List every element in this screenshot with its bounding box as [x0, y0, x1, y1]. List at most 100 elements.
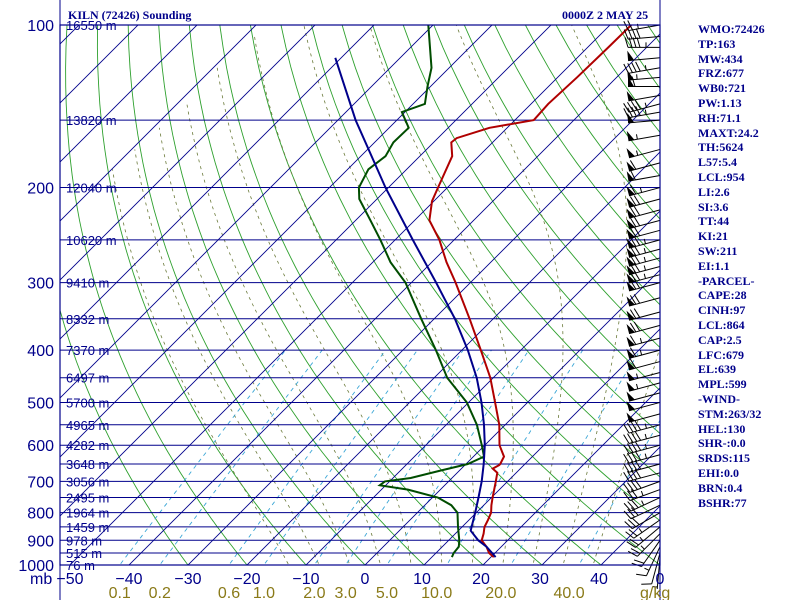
pressure-tick-label: 900	[27, 533, 54, 550]
stat-item: BRN:0.4	[698, 480, 743, 495]
wind-feather	[634, 431, 642, 441]
stat-item: KI:21	[698, 229, 728, 244]
wind-barb-staff	[628, 371, 661, 382]
pressure-unit-label: mb	[30, 571, 52, 588]
wind-half-feather	[644, 453, 647, 459]
mixing-ratio-tick-label: 0.6	[218, 585, 240, 600]
isotherm	[423, 328, 660, 565]
wind-barb	[627, 112, 661, 124]
wind-feather	[630, 421, 638, 432]
isotherm	[600, 505, 660, 565]
wind-feather	[629, 335, 637, 345]
wind-feather	[623, 423, 630, 434]
wind-barb-staff	[628, 401, 661, 412]
wind-barb	[626, 347, 661, 359]
isotherm	[128, 33, 660, 565]
wind-flag	[626, 238, 635, 249]
wind-half-feather	[639, 536, 644, 542]
wind-feather	[630, 499, 639, 509]
wind-feather	[633, 216, 641, 227]
wind-feather	[629, 237, 637, 247]
wind-barb-staff	[628, 162, 661, 172]
wind-barb	[626, 401, 661, 412]
wind-barb-staff	[646, 546, 661, 576]
wind-feather	[623, 502, 632, 512]
wind-flag	[626, 391, 635, 402]
wind-feather	[630, 469, 638, 480]
wind-feather	[634, 420, 642, 431]
wind-feather	[626, 541, 636, 548]
wind-feather	[627, 452, 634, 463]
wind-feather	[623, 491, 631, 501]
wind-feather	[629, 309, 637, 319]
isotherm	[60, 25, 198, 163]
wind-half-feather	[639, 350, 643, 356]
wind-barb-staff	[628, 148, 661, 159]
grid-clip	[60, 25, 660, 565]
wind-flag	[626, 148, 635, 158]
wind-feather	[628, 529, 638, 537]
mixing-ratio-line	[228, 349, 386, 565]
wind-barb	[623, 441, 661, 454]
wind-barb	[626, 526, 661, 548]
wind-barb	[626, 412, 661, 423]
wind-barb	[623, 450, 661, 464]
wind-feather	[635, 106, 641, 116]
temperature-tick-label: −30	[174, 571, 201, 588]
wind-barb	[628, 76, 660, 88]
stat-item: FRZ:677	[698, 66, 744, 81]
stat-item: CAPE:28	[698, 288, 747, 303]
wind-feather	[627, 482, 635, 492]
height-label: 515 m	[66, 546, 102, 561]
wind-flag	[626, 310, 635, 321]
wind-barb	[623, 504, 661, 520]
pressure-tick-label: 100	[27, 18, 54, 35]
wind-feather	[627, 550, 638, 557]
wind-flag	[626, 296, 635, 307]
wind-barb-staff	[628, 175, 661, 182]
wind-feather	[633, 254, 641, 264]
wind-barb	[626, 381, 661, 392]
wind-feather	[629, 347, 637, 357]
wind-flag	[626, 336, 635, 347]
pressure-tick-label: 200	[27, 181, 54, 198]
moist-adiabat	[562, 25, 628, 565]
wind-barb-staff	[628, 413, 661, 423]
mixing-ratio-line	[313, 349, 464, 565]
temperature-tick-label: 30	[531, 571, 549, 588]
height-label: 8332 m	[66, 312, 109, 327]
stat-item: STM:263/32	[698, 406, 762, 421]
wind-barb-staff	[651, 552, 661, 585]
wind-barb	[624, 37, 660, 48]
stat-item: EL:639	[698, 362, 737, 377]
wind-flag	[626, 186, 635, 196]
mixing-ratio-line	[446, 349, 584, 565]
wind-barb	[626, 170, 661, 182]
wind-feather	[627, 490, 635, 500]
pressure-tick-label: 500	[27, 395, 54, 412]
height-label: 9410 m	[66, 276, 109, 291]
wind-barb	[623, 468, 661, 482]
moist-adiabat	[369, 25, 514, 565]
wind-flag	[627, 50, 635, 61]
wind-barb	[624, 512, 661, 530]
wind-barb-staff	[630, 504, 661, 520]
wind-barb	[626, 148, 661, 159]
wind-half-feather	[644, 443, 647, 449]
wind-feather	[631, 28, 637, 39]
wind-half-feather	[644, 433, 647, 439]
wind-feather	[623, 510, 632, 520]
wind-feather	[631, 62, 637, 73]
temperature-tick-label: 10	[413, 571, 431, 588]
wind-barb-staff	[628, 24, 661, 32]
mixing-ratio-tick-label: 20.0	[485, 585, 516, 600]
wind-barb	[625, 519, 661, 539]
wind-barb-staff	[628, 392, 661, 402]
stat-item: TP:163	[698, 36, 736, 51]
wind-barb	[626, 184, 661, 197]
wind-barb-staff	[641, 540, 661, 567]
wind-half-feather	[636, 150, 639, 156]
wind-barb	[626, 226, 661, 240]
wind-half-feather	[644, 65, 647, 71]
wind-feather	[630, 507, 639, 516]
